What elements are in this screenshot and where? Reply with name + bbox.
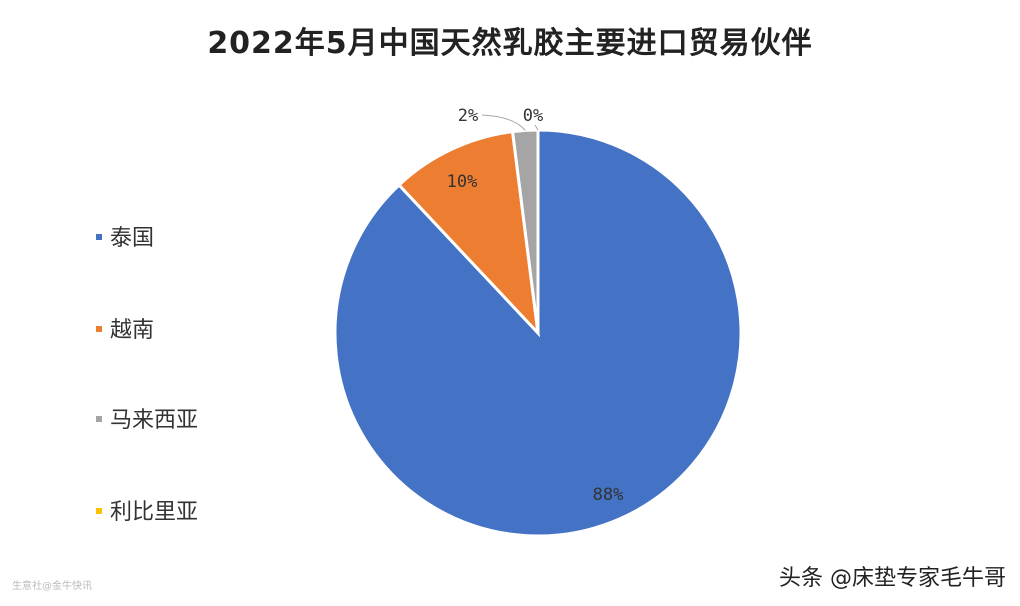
leader-line-4 — [534, 124, 539, 131]
legend-swatch-2 — [96, 326, 102, 332]
chart-title: 2022年5月中国天然乳胶主要进口贸易伙伴 — [207, 26, 813, 61]
data-label-2: 10% — [447, 172, 478, 192]
data-label-4: 0% — [523, 106, 543, 126]
legend-swatch-3 — [96, 416, 102, 422]
legend-swatch-1 — [96, 234, 102, 240]
legend-swatch-4 — [96, 508, 102, 514]
legend-item-4: 利比里亚 — [96, 494, 198, 526]
data-label-1: 88% — [593, 485, 624, 505]
watermark-bottom-left: 生意社@金牛快讯 — [12, 581, 92, 592]
legend-item-2: 越南 — [96, 312, 154, 344]
legend-label-1: 泰国 — [110, 226, 155, 251]
legend-item-3: 马来西亚 — [96, 402, 198, 434]
legend-item-1: 泰国 — [96, 220, 154, 252]
data-label-3: 2% — [458, 106, 478, 126]
legend-label-3: 马来西亚 — [110, 408, 199, 433]
legend-label-2: 越南 — [110, 318, 155, 343]
leader-line-3 — [481, 114, 526, 131]
pie-slice-2 — [396, 129, 541, 338]
legend-label-4: 利比里亚 — [110, 500, 199, 525]
watermark-bottom-right: 头条 @床垫专家毛牛哥 — [779, 566, 1006, 591]
